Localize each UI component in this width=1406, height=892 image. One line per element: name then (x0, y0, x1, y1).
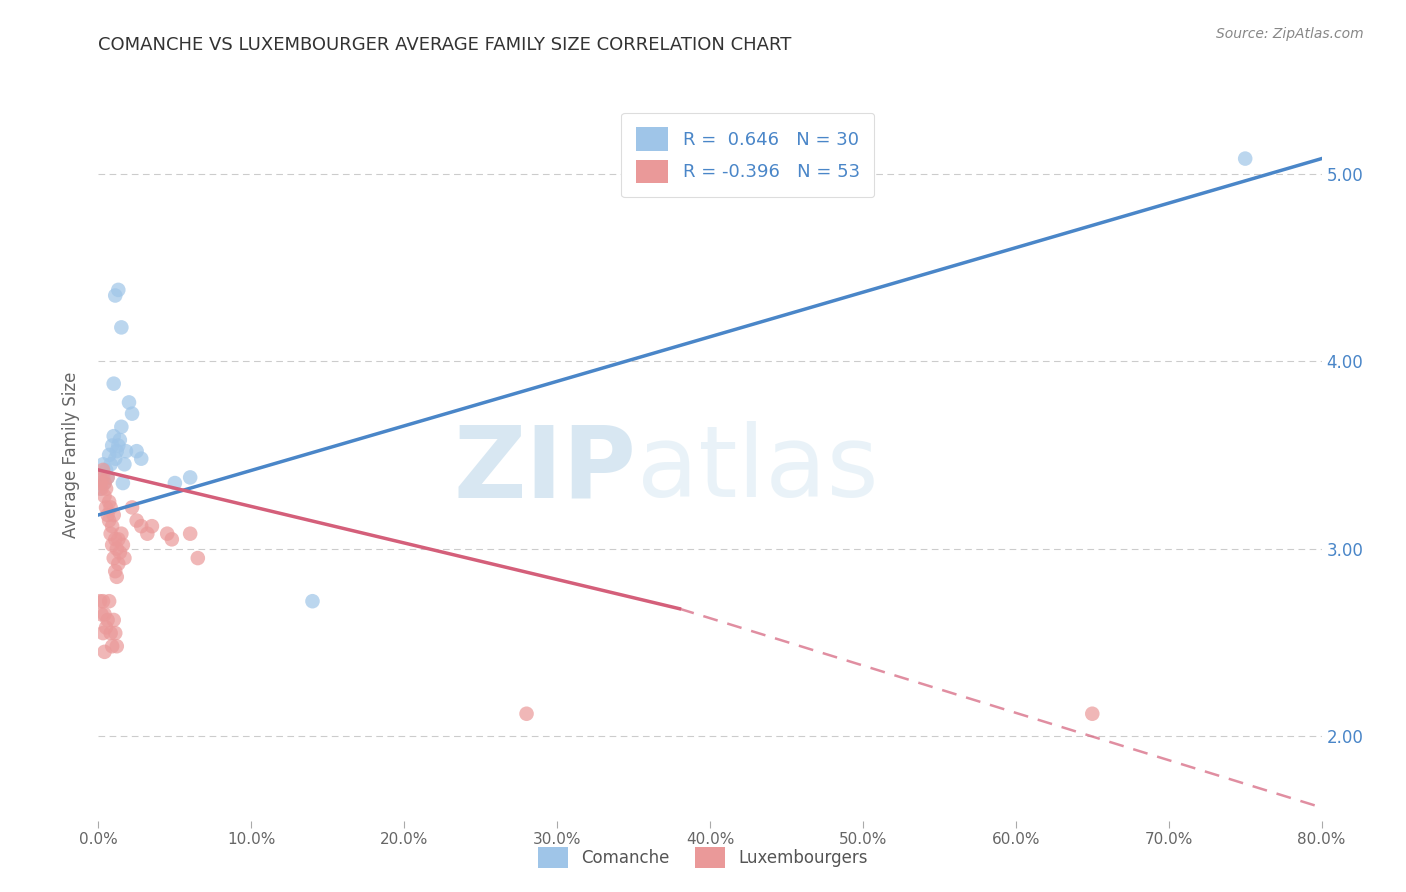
Point (93, 607, 115, 622)
Point (90, 607, 112, 622)
Legend: R =  0.646   N = 30, R = -0.396   N = 53: R = 0.646 N = 30, R = -0.396 N = 53 (621, 113, 875, 197)
Point (108, 545, 131, 559)
Point (104, 451, 127, 466)
Text: ZIP: ZIP (454, 421, 637, 518)
Point (89, 482, 111, 496)
Point (107, 557, 129, 571)
Text: COMANCHE VS LUXEMBOURGER AVERAGE FAMILY SIZE CORRELATION CHART: COMANCHE VS LUXEMBOURGER AVERAGE FAMILY … (98, 36, 792, 54)
Point (93, 489, 115, 503)
Point (103, 429, 125, 443)
Point (163, 476, 186, 491)
Point (100, 526, 122, 541)
Point (94, 482, 117, 496)
Point (108, 433, 131, 447)
Point (187, 551, 209, 566)
Point (301, 594, 323, 608)
Point (97, 470, 120, 484)
Point (111, 538, 134, 552)
Point (110, 320, 132, 334)
Point (94, 463, 117, 477)
Point (91, 626, 114, 640)
Point (121, 407, 143, 421)
Point (101, 438, 124, 452)
Point (1234, 152, 1257, 166)
Point (100, 626, 122, 640)
Point (93, 476, 115, 491)
Point (107, 438, 129, 452)
Point (94, 620, 117, 634)
Point (129, 519, 152, 533)
Point (104, 626, 127, 640)
Point (104, 288, 127, 302)
Point (156, 526, 179, 541)
Point (90, 470, 112, 484)
Point (101, 538, 124, 552)
Text: Source: ZipAtlas.com: Source: ZipAtlas.com (1216, 27, 1364, 41)
Point (118, 395, 141, 409)
Text: atlas: atlas (637, 421, 879, 518)
Legend: Comanche, Luxembourgers: Comanche, Luxembourgers (531, 840, 875, 875)
Point (101, 519, 124, 533)
Point (97, 613, 120, 627)
Point (94, 500, 117, 515)
Point (129, 451, 152, 466)
Point (91, 458, 114, 472)
Point (104, 533, 127, 547)
Point (179, 526, 201, 541)
Point (103, 613, 125, 627)
Point (103, 551, 125, 566)
Point (125, 514, 148, 528)
Point (98, 594, 121, 608)
Point (91, 470, 114, 484)
Point (1081, 706, 1104, 721)
Point (90, 482, 112, 496)
Point (121, 500, 143, 515)
Point (103, 508, 125, 522)
Point (105, 639, 128, 653)
Point (107, 533, 129, 547)
Point (103, 376, 125, 391)
Point (98, 514, 121, 528)
Point (141, 519, 163, 533)
Point (125, 444, 148, 458)
Point (160, 533, 183, 547)
Y-axis label: Average Family Size: Average Family Size (62, 372, 80, 538)
Point (111, 476, 134, 491)
Point (112, 551, 135, 566)
Point (89, 476, 111, 491)
Point (110, 526, 132, 541)
Point (105, 541, 128, 556)
Point (105, 570, 128, 584)
Point (104, 564, 127, 578)
Point (91, 463, 114, 477)
Point (107, 283, 129, 297)
Point (516, 706, 538, 721)
Point (93, 476, 115, 491)
Point (97, 470, 120, 484)
Point (98, 495, 121, 509)
Point (91, 594, 114, 608)
Point (112, 458, 135, 472)
Point (93, 645, 115, 659)
Point (136, 526, 159, 541)
Point (110, 419, 132, 434)
Point (105, 444, 128, 458)
Point (97, 508, 120, 522)
Point (98, 448, 121, 462)
Point (100, 458, 122, 472)
Point (179, 470, 201, 484)
Point (89, 594, 111, 608)
Point (101, 639, 124, 653)
Point (115, 444, 138, 458)
Point (100, 500, 122, 515)
